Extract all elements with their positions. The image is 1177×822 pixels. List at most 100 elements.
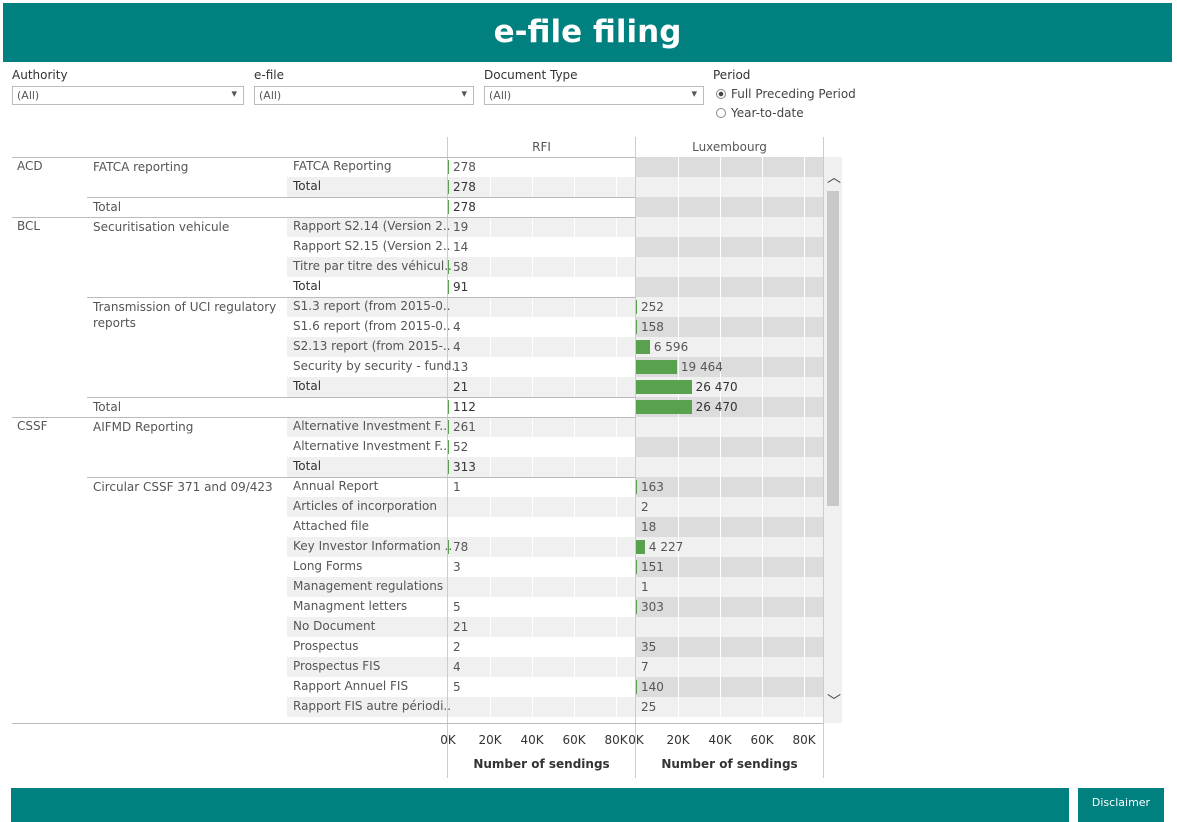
document-type-label: Long Forms <box>293 559 363 573</box>
grid-line <box>678 157 680 717</box>
x-tick-label: 20K <box>666 733 690 747</box>
efile-label: Circular CSSF 371 and 09/423 <box>93 480 273 494</box>
row-band <box>636 237 823 257</box>
group-separator <box>87 477 635 478</box>
value-label: 303 <box>641 600 664 614</box>
efile-label: Total <box>93 200 122 214</box>
filter-dropdown[interactable]: (All) ▾ <box>12 86 244 105</box>
grid-line <box>574 157 576 717</box>
row-band <box>636 497 823 517</box>
filter-value: (All) <box>489 89 512 102</box>
row-band <box>448 257 635 277</box>
grid-line <box>720 157 722 717</box>
row-band <box>287 497 447 517</box>
group-separator <box>12 217 635 218</box>
document-type-label: Security by security - fund.. <box>293 359 460 373</box>
row-band <box>636 217 823 237</box>
row-band <box>448 697 635 717</box>
value-label: 278 <box>453 200 476 214</box>
row-band <box>287 537 447 557</box>
grid-line <box>616 157 618 717</box>
document-type-label: Attached file <box>293 519 370 533</box>
efile-label: Securitisation vehicule <box>93 220 230 234</box>
document-type-label: Annual Report <box>293 479 379 493</box>
value-label: 13 <box>453 360 469 374</box>
column-header: Luxembourg <box>692 140 767 154</box>
bar <box>636 540 645 554</box>
row-band <box>636 197 823 217</box>
value-label: 4 227 <box>648 540 684 554</box>
x-axis-title: Number of sendings <box>473 757 610 771</box>
row-band <box>636 157 823 177</box>
value-label: 35 <box>641 640 657 654</box>
document-type-label: S1.6 report (from 2015-0.. <box>293 319 451 333</box>
row-band <box>448 617 635 637</box>
filter-label: e-file <box>254 68 284 82</box>
row-band <box>287 417 447 437</box>
document-type-label: Alternative Investment F.. <box>293 419 448 433</box>
bar <box>636 380 692 394</box>
bar <box>448 460 449 474</box>
radio-option[interactable]: Year-to-date <box>716 106 804 120</box>
value-label: 7 <box>641 660 649 674</box>
filter-dropdown[interactable]: (All) ▾ <box>484 86 704 105</box>
disclaimer-button[interactable]: Disclaimer <box>1078 788 1164 822</box>
document-type-label: Rapport FIS autre périodi.. <box>293 699 452 713</box>
efile-label: Total <box>93 400 122 414</box>
row-band <box>287 657 447 677</box>
bar <box>636 360 677 374</box>
scrollbar[interactable]: ︿ ﹀ <box>824 157 842 723</box>
bar <box>636 400 692 414</box>
row-band <box>448 297 635 317</box>
row-band <box>636 577 823 597</box>
row-band <box>636 637 823 657</box>
row-band <box>448 337 635 357</box>
row-band <box>636 537 823 557</box>
row-band <box>636 477 823 497</box>
column-divider <box>447 137 448 778</box>
value-label: 4 <box>453 660 461 674</box>
value-label: 5 <box>453 600 461 614</box>
filter-value: (All) <box>17 89 40 102</box>
table-body: ACD FATCA reporting FATCA Reporting 278 Tota… <box>0 157 824 723</box>
document-type-label: Key Investor Information .. <box>293 539 453 553</box>
row-band <box>448 537 635 557</box>
document-type-label: Total <box>293 279 322 293</box>
value-label: 14 <box>453 240 469 254</box>
value-label: 19 464 <box>680 360 723 374</box>
value-label: 58 <box>453 260 469 274</box>
document-type-label: Rapport S2.14 (Version 2.. <box>293 219 451 233</box>
filter-dropdown[interactable]: (All) ▾ <box>254 86 474 105</box>
row-band <box>636 357 823 377</box>
row-band <box>636 557 823 577</box>
value-label: 78 <box>453 540 469 554</box>
value-label: 252 <box>641 300 664 314</box>
document-type-label: Managment letters <box>293 599 408 613</box>
column-header: RFI <box>532 140 551 154</box>
row-band <box>636 297 823 317</box>
row-band <box>448 457 635 477</box>
value-label: 278 <box>453 180 476 194</box>
row-band <box>636 317 823 337</box>
radio-label: Full Preceding Period <box>731 87 856 101</box>
row-band <box>448 177 635 197</box>
x-axis-title: Number of sendings <box>661 757 798 771</box>
efile-label: Transmission of UCI regulatory reports <box>93 300 277 330</box>
row-band <box>636 697 823 717</box>
row-band <box>636 337 823 357</box>
row-band <box>448 377 635 397</box>
document-type-label: Management regulations <box>293 579 444 593</box>
row-band <box>287 457 447 477</box>
radio-option[interactable]: Full Preceding Period <box>716 87 856 101</box>
value-label: 1 <box>641 580 649 594</box>
row-band <box>636 597 823 617</box>
document-type-label: Total <box>293 179 322 193</box>
grid-line <box>762 157 764 717</box>
document-type-label: S2.13 report (from 2015-.. <box>293 339 451 353</box>
row-band <box>636 457 823 477</box>
value-label: 25 <box>641 700 657 714</box>
row-band <box>448 657 635 677</box>
row-band <box>287 697 447 717</box>
group-separator <box>87 197 635 198</box>
